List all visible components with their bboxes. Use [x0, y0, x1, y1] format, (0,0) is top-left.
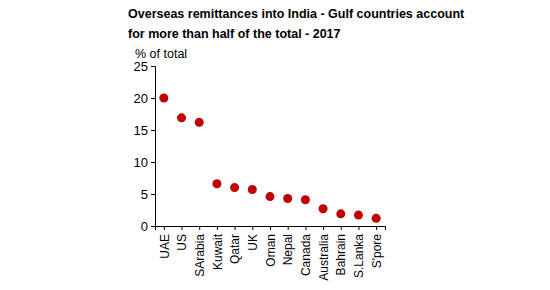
x-tick-mark	[217, 226, 218, 230]
x-tick-label: SArabia	[193, 234, 207, 277]
x-tick-mark	[305, 226, 306, 230]
x-tick: UK	[246, 226, 260, 251]
point	[230, 183, 239, 192]
x-tick-mark	[252, 226, 253, 230]
x-tick-mark	[199, 226, 200, 230]
x-tick: Oman	[264, 226, 278, 267]
x-tick-mark	[323, 226, 324, 230]
x-tick-mark	[270, 226, 271, 230]
x-tick-mark	[288, 226, 289, 230]
x-tick-label: Australia	[317, 234, 331, 281]
x-tick-label: Nepal	[281, 234, 295, 265]
y-tick-mark	[151, 194, 155, 195]
x-tick: Nepal	[281, 226, 295, 265]
y-tick: 10	[134, 155, 155, 170]
y-tick-mark	[151, 98, 155, 99]
x-tick: S'pore	[370, 226, 384, 268]
y-axis-line	[151, 67, 156, 227]
point	[266, 192, 275, 201]
y-tick-mark	[151, 130, 155, 131]
x-tick-mark	[358, 226, 359, 230]
point	[159, 94, 168, 103]
x-tick-mark	[182, 226, 183, 230]
point	[283, 194, 292, 203]
x-tick-label: Oman	[264, 234, 278, 267]
point	[372, 214, 381, 223]
x-tick-label: S.Lanka	[352, 234, 366, 278]
x-tick-label: Bahrain	[334, 234, 348, 275]
x-tick-label: Kuwait	[211, 233, 225, 270]
x-tick: Bahrain	[334, 226, 348, 275]
point	[336, 209, 345, 218]
y-tick-label: 20	[134, 91, 148, 106]
point	[212, 179, 221, 188]
chart-title: Overseas remittances into India - Gulf c…	[128, 4, 473, 44]
y-tick: 0	[141, 219, 155, 234]
x-tick-mark	[376, 226, 377, 230]
y-axis: 0510152025	[134, 59, 156, 234]
x-tick: Kuwait	[211, 226, 225, 270]
point	[195, 118, 204, 127]
x-tick: US	[175, 226, 189, 251]
y-tick-mark	[151, 162, 155, 163]
y-axis-title: % of total	[135, 47, 187, 61]
x-tick-mark	[235, 226, 236, 230]
x-tick-label: Canada	[299, 234, 313, 276]
point	[319, 204, 328, 213]
x-tick-mark	[341, 226, 342, 230]
x-tick: Canada	[299, 226, 313, 276]
x-tick-label: UK	[246, 234, 260, 251]
y-tick-label: 10	[134, 155, 148, 170]
point	[354, 211, 363, 220]
point	[301, 195, 310, 204]
x-tick: Qatar	[228, 226, 242, 264]
y-tick: 15	[134, 123, 155, 138]
points	[159, 94, 380, 223]
point	[248, 185, 257, 194]
plot-area: 0510152025UAEUSSArabiaKuwaitQatarUKOmanN…	[134, 47, 386, 281]
x-tick: S.Lanka	[352, 226, 366, 278]
x-tick: UAE	[158, 226, 172, 259]
x-tick-label: S'pore	[370, 234, 384, 269]
y-tick-label: 0	[141, 219, 148, 234]
point	[177, 113, 186, 122]
x-tick-mark	[164, 226, 165, 230]
x-tick: Australia	[317, 226, 331, 281]
y-tick: 20	[134, 91, 155, 106]
y-tick: 5	[141, 187, 155, 202]
y-tick-mark	[151, 226, 155, 227]
x-tick-label: Qatar	[228, 234, 242, 264]
x-axis: UAEUS SArabia KuwaitQatar UK OmanNepal Canada…	[156, 226, 386, 281]
x-tick-label: US	[175, 234, 189, 251]
x-tick: SArabia	[193, 226, 207, 277]
y-tick-label: 15	[134, 123, 148, 138]
y-tick-label: 5	[141, 187, 148, 202]
x-axis-line	[156, 227, 386, 231]
y-tick-mark	[151, 66, 155, 67]
chart: 0510152025UAEUSSArabiaKuwaitQatarUKOmanN…	[0, 0, 550, 290]
x-tick-label: UAE	[158, 234, 172, 259]
